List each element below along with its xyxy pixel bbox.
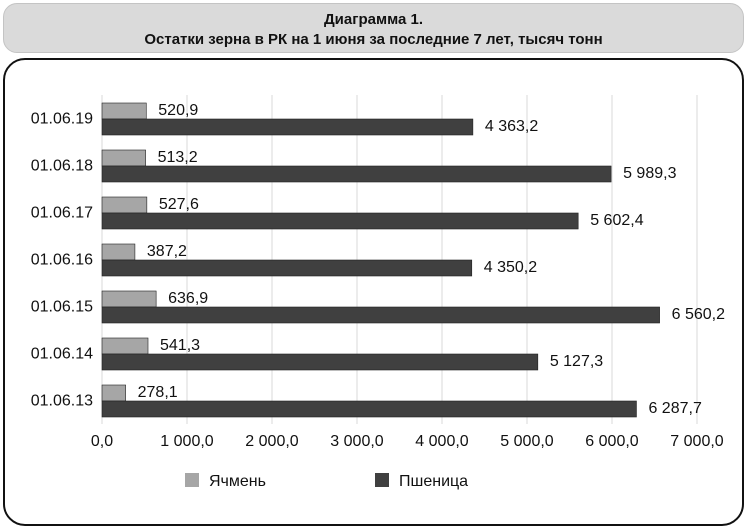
legend-label: Ячмень [209, 473, 266, 490]
x-tick-label: 6 000,0 [585, 433, 638, 450]
data-label: 5 127,3 [550, 353, 603, 370]
chart-subtitle: Остатки зерна в РК на 1 июня за последни… [144, 31, 603, 48]
data-label: 5 602,4 [590, 212, 643, 229]
barley-bar [101, 290, 157, 308]
barley-bar [101, 337, 149, 355]
x-tick-label: 5 000,0 [500, 433, 553, 450]
data-label: 636,9 [168, 290, 208, 307]
chart-title: Диаграмма 1. [323, 11, 424, 28]
data-label: 5 989,3 [623, 165, 676, 182]
x-tick-label: 1 000,0 [160, 433, 213, 450]
data-label: 4 350,2 [484, 259, 537, 276]
x-tick-label: 2 000,0 [245, 433, 298, 450]
legend-label: Пшеница [399, 473, 468, 490]
data-label: 387,2 [147, 243, 187, 260]
wheat-bar [101, 259, 473, 277]
data-label: 520,9 [158, 102, 198, 119]
data-label: 513,2 [158, 149, 198, 166]
wheat-bar [101, 353, 539, 371]
x-tick-label: 3 000,0 [330, 433, 383, 450]
category-label: 01.06.18 [31, 158, 93, 175]
wheat-bar [101, 212, 579, 230]
wheat-bar [101, 306, 660, 324]
x-tick-label: 4 000,0 [415, 433, 468, 450]
x-tick-label: 7 000,0 [670, 433, 723, 450]
data-label: 278,1 [138, 384, 178, 401]
category-label: 01.06.19 [31, 111, 93, 128]
data-label: 527,6 [159, 196, 199, 213]
barley-bar [101, 196, 148, 214]
barley-bar [101, 243, 136, 261]
data-label: 6 560,2 [672, 306, 725, 323]
barley-bar [101, 149, 146, 167]
category-label: 01.06.17 [31, 205, 93, 222]
wheat-bar [101, 165, 612, 183]
category-label: 01.06.13 [31, 393, 93, 410]
category-label: 01.06.14 [31, 346, 93, 363]
category-label: 01.06.15 [31, 299, 93, 316]
x-tick-label: 0,0 [91, 433, 113, 450]
chart-frame [3, 58, 744, 526]
data-label: 6 287,7 [648, 400, 701, 417]
title-banner: Диаграмма 1. Остатки зерна в РК на 1 июн… [3, 3, 744, 53]
wheat-bar [101, 400, 637, 418]
category-label: 01.06.16 [31, 252, 93, 269]
data-label: 4 363,2 [485, 118, 538, 135]
wheat-bar [101, 118, 474, 136]
barley-bar [101, 102, 147, 120]
data-label: 541,3 [160, 337, 200, 354]
legend-swatch [375, 473, 389, 487]
legend-swatch [185, 473, 199, 487]
barley-bar [101, 384, 126, 402]
